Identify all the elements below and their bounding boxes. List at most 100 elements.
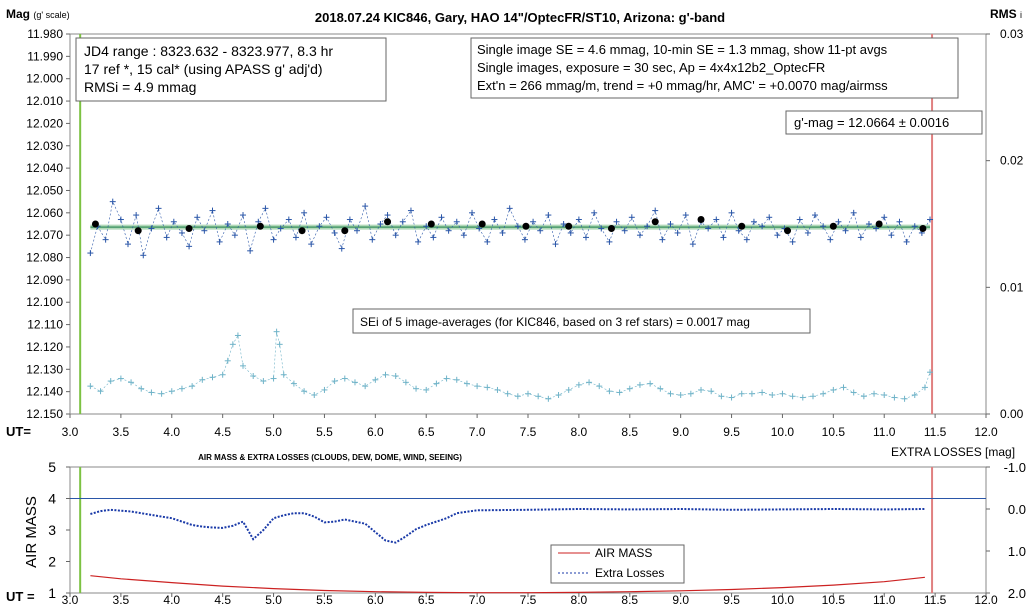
data-point	[369, 236, 376, 243]
data-point	[308, 241, 315, 248]
data-point	[433, 380, 440, 387]
gmag-text: g'-mag = 12.0664 ± 0.0016	[794, 115, 949, 130]
data-point	[873, 225, 880, 232]
data-point	[301, 388, 308, 395]
avg-data-point	[341, 227, 349, 235]
legend-extra-losses-label: Extra Losses	[595, 566, 664, 580]
data-point	[199, 376, 206, 383]
data-point	[413, 385, 420, 392]
avg-data-point	[185, 224, 193, 232]
data-point	[331, 378, 338, 385]
data-point	[240, 362, 247, 369]
data-point	[812, 212, 819, 219]
data-point	[903, 238, 910, 245]
data-point	[738, 390, 745, 397]
data-point	[628, 214, 635, 221]
series-connector	[90, 331, 931, 400]
data-point	[290, 380, 297, 387]
data-point	[759, 389, 766, 396]
data-point	[626, 385, 633, 392]
extra-losses-axis-title: EXTRA LOSSES [mag]	[891, 445, 1015, 459]
data-point	[270, 236, 277, 243]
data-point	[494, 386, 501, 393]
data-point	[372, 376, 379, 383]
data-point	[250, 373, 257, 379]
data-point	[789, 393, 796, 400]
airmass-plot-area	[69, 466, 987, 594]
data-point	[514, 223, 521, 230]
left-ytick-label: 12.050	[26, 183, 63, 197]
data-point	[170, 218, 177, 225]
data-point	[138, 385, 145, 392]
data-point	[598, 225, 605, 232]
data-point	[469, 209, 476, 216]
avg-data-point	[607, 224, 615, 232]
avg-data-point	[738, 222, 746, 230]
data-point	[140, 252, 147, 259]
data-point	[804, 229, 811, 236]
data-point	[667, 390, 674, 397]
data-point	[277, 225, 284, 232]
data-point	[567, 229, 574, 236]
data-point	[224, 357, 231, 364]
data-point	[163, 234, 170, 241]
xtick-label: 6.0	[367, 425, 384, 439]
left-ytick-label: 12.130	[26, 362, 63, 376]
rmsi-text: RMSi = 4.9 mmag	[84, 79, 196, 95]
data-point	[901, 395, 908, 402]
left-axis-title: Mag (g' scale)	[6, 7, 70, 21]
chart-title: 2018.07.24 KIC846, Gary, HAO 14"/OptecFR…	[315, 10, 725, 25]
losses-ytick-label: 0.0	[1008, 502, 1026, 517]
data-point	[117, 216, 124, 223]
data-point	[830, 386, 837, 393]
data-point	[535, 393, 542, 400]
data-point	[148, 389, 155, 396]
data-point	[260, 378, 267, 385]
data-point	[224, 221, 231, 227]
data-point	[453, 376, 460, 383]
data-point	[769, 392, 776, 398]
data-point	[415, 238, 422, 245]
airmass-xtick-label: 5.5	[316, 593, 333, 605]
avg-data-point	[522, 222, 530, 230]
data-point	[499, 229, 506, 236]
data-point	[514, 393, 521, 400]
avg-data-point	[651, 218, 659, 226]
data-point	[392, 232, 399, 239]
data-point	[911, 223, 918, 230]
avg-data-point	[565, 222, 573, 230]
left-ytick-label: 11.990	[27, 49, 63, 63]
data-point	[842, 227, 849, 234]
data-point	[616, 389, 623, 396]
data-point	[189, 383, 196, 390]
data-point	[107, 378, 114, 385]
airmass-xtick-label: 6.5	[418, 593, 435, 605]
data-point	[896, 218, 903, 225]
data-point	[273, 328, 280, 335]
xtick-label: 5.0	[265, 425, 282, 439]
avg-data-point	[784, 227, 792, 235]
data-point	[687, 390, 694, 397]
data-point	[321, 386, 328, 393]
data-point	[743, 236, 750, 243]
xtick-label: 4.0	[163, 425, 180, 439]
data-point	[216, 238, 223, 245]
data-point	[779, 390, 786, 397]
data-point	[674, 229, 681, 236]
xtick-label: 9.5	[723, 425, 740, 439]
data-point	[292, 234, 299, 241]
left-ytick-label: 12.100	[26, 295, 63, 309]
data-point	[194, 214, 201, 221]
xtick-label: 12.0	[974, 425, 998, 439]
data-point	[667, 221, 674, 227]
data-point	[240, 212, 247, 219]
jd-range-text: JD4 range : 8323.632 - 8323.977, 8.3 hr	[84, 43, 333, 59]
data-point	[820, 390, 827, 397]
se-text: Single image SE = 4.6 mmag, 10-min SE = …	[477, 42, 888, 57]
data-point	[445, 227, 452, 234]
data-point	[596, 383, 603, 390]
airmass-ytick-label: 4	[48, 491, 56, 507]
data-point	[606, 388, 613, 395]
data-point	[850, 389, 857, 396]
data-point	[698, 386, 705, 393]
